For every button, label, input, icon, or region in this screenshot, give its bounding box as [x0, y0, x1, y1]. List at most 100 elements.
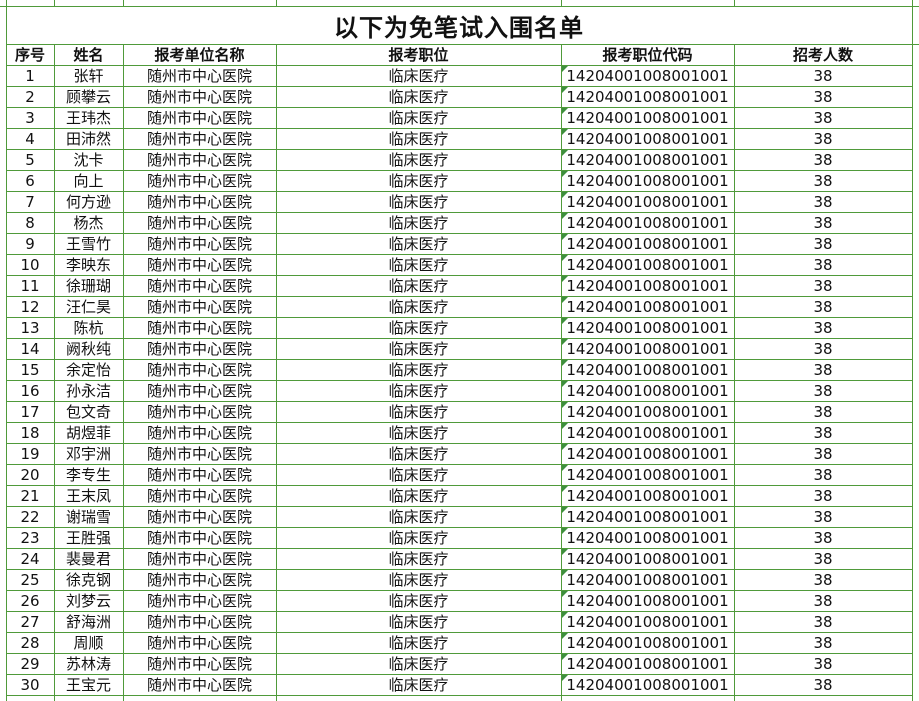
table-cell: 临床医疗 — [388, 613, 449, 631]
table-cell: 随州市中心医院 — [146, 340, 252, 358]
grid-line — [6, 464, 913, 465]
text-number-indicator — [562, 486, 568, 492]
text-number-indicator — [562, 507, 568, 513]
grid-line — [6, 443, 913, 444]
table-cell: 17 — [20, 402, 40, 421]
table-cell: 胡煜菲 — [65, 424, 111, 442]
grid-line — [276, 0, 277, 6]
table-cell: 临床医疗 — [388, 571, 449, 589]
table-cell: 38 — [813, 234, 833, 253]
text-number-indicator — [562, 465, 568, 471]
grid-line — [6, 548, 913, 549]
text-number-indicator — [562, 444, 568, 450]
table-cell: 随州市中心医院 — [146, 592, 252, 610]
grid-line — [6, 107, 913, 108]
table-cell: 田沛然 — [65, 130, 111, 148]
text-number-indicator — [562, 276, 568, 282]
table-cell: 临床医疗 — [388, 67, 449, 85]
table-cell: 随州市中心医院 — [146, 151, 252, 169]
grid-line — [912, 0, 913, 6]
grid-line — [561, 44, 562, 701]
table-cell: 38 — [813, 612, 833, 631]
table-cell: 1 — [25, 66, 35, 85]
table-cell: 14204001008001001 — [566, 87, 729, 106]
table-cell: 临床医疗 — [388, 655, 449, 673]
grid-line — [123, 0, 124, 6]
grid-line — [54, 44, 55, 701]
table-cell: 38 — [813, 507, 833, 526]
grid-line — [6, 485, 913, 486]
table-cell: 38 — [813, 108, 833, 127]
table-cell: 李映东 — [65, 256, 111, 274]
table-cell: 15 — [20, 360, 40, 379]
grid-line — [6, 86, 913, 87]
table-cell: 随州市中心医院 — [146, 298, 252, 316]
text-number-indicator — [562, 234, 568, 240]
table-cell: 谢瑞雪 — [65, 508, 111, 526]
grid-line — [6, 128, 913, 129]
grid-line — [6, 611, 913, 612]
grid-line — [6, 317, 913, 318]
table-cell: 临床医疗 — [388, 340, 449, 358]
table-cell: 12 — [20, 297, 40, 316]
text-number-indicator — [562, 66, 568, 72]
table-cell: 14204001008001001 — [566, 465, 729, 484]
table-cell: 25 — [20, 570, 40, 589]
grid-line — [912, 44, 919, 45]
table-cell: 9 — [25, 234, 35, 253]
table-cell: 4 — [25, 129, 35, 148]
grid-line — [6, 6, 7, 44]
table-cell: 14204001008001001 — [566, 318, 729, 337]
table-cell: 28 — [20, 633, 40, 652]
grid-line — [6, 359, 913, 360]
table-cell: 38 — [813, 381, 833, 400]
table-cell: 8 — [25, 213, 35, 232]
table-cell: 临床医疗 — [388, 319, 449, 337]
table-cell: 14204001008001001 — [566, 423, 729, 442]
table-cell: 38 — [813, 633, 833, 652]
table-cell: 38 — [813, 213, 833, 232]
table-cell: 38 — [813, 129, 833, 148]
table-cell: 38 — [813, 423, 833, 442]
grid-line — [0, 6, 919, 7]
table-cell: 随州市中心医院 — [146, 550, 252, 568]
table-cell: 包文奇 — [65, 403, 111, 421]
table-cell: 14204001008001001 — [566, 570, 729, 589]
table-cell: 24 — [20, 549, 40, 568]
text-number-indicator — [562, 591, 568, 597]
grid-line — [123, 44, 124, 701]
table-cell: 随州市中心医院 — [146, 676, 252, 694]
table-cell: 6 — [25, 171, 35, 190]
text-number-indicator — [562, 318, 568, 324]
table-cell: 苏林涛 — [65, 655, 111, 673]
grid-line — [6, 65, 913, 66]
text-number-indicator — [562, 87, 568, 93]
table-cell: 临床医疗 — [388, 109, 449, 127]
table-cell: 14204001008001001 — [566, 507, 729, 526]
table-cell: 临床医疗 — [388, 529, 449, 547]
table-cell: 27 — [20, 612, 40, 631]
table-cell: 38 — [813, 150, 833, 169]
table-cell: 38 — [813, 297, 833, 316]
table-cell: 14204001008001001 — [566, 108, 729, 127]
grid-line — [6, 422, 913, 423]
grid-line — [912, 6, 913, 44]
grid-line — [54, 0, 55, 6]
table-cell: 王玮杰 — [65, 109, 111, 127]
table-cell: 临床医疗 — [388, 424, 449, 442]
table-cell: 临床医疗 — [388, 130, 449, 148]
text-number-indicator — [562, 570, 568, 576]
table-cell: 陈杭 — [73, 319, 104, 337]
table-cell: 38 — [813, 360, 833, 379]
text-number-indicator — [562, 213, 568, 219]
table-cell: 随州市中心医院 — [146, 67, 252, 85]
table-cell: 38 — [813, 255, 833, 274]
table-cell: 22 — [20, 507, 40, 526]
table-cell: 38 — [813, 87, 833, 106]
grid-line — [6, 506, 913, 507]
grid-line — [6, 695, 913, 696]
table-cell: 随州市中心医院 — [146, 466, 252, 484]
table-cell: 38 — [813, 339, 833, 358]
grid-line — [6, 212, 913, 213]
grid-line — [6, 338, 913, 339]
